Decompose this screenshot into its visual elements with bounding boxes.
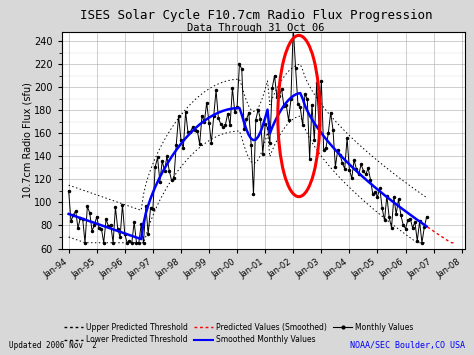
Text: NOAA/SEC Boulder,CO USA: NOAA/SEC Boulder,CO USA [349,341,465,350]
Text: Updated 2006 Nov  2: Updated 2006 Nov 2 [9,341,97,350]
Text: ISES Solar Cycle F10.7cm Radio Flux Progression: ISES Solar Cycle F10.7cm Radio Flux Prog… [80,9,432,22]
Y-axis label: 10.7cm Radio Flux (sfu): 10.7cm Radio Flux (sfu) [23,82,33,198]
Legend: Upper Predicted Threshold, Lower Predicted Threshold, Predicted Values (Smoothed: Upper Predicted Threshold, Lower Predict… [61,320,417,348]
Text: Data Through 31 Oct 06: Data Through 31 Oct 06 [187,23,325,33]
